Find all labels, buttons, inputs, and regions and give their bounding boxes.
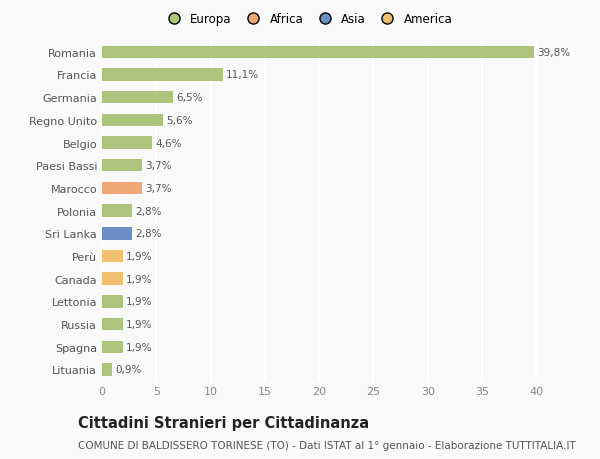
Text: 39,8%: 39,8% xyxy=(538,48,571,58)
Legend: Europa, Africa, Asia, America: Europa, Africa, Asia, America xyxy=(162,13,452,26)
Bar xyxy=(102,137,152,150)
Text: 1,9%: 1,9% xyxy=(126,252,152,262)
Bar xyxy=(102,250,122,263)
Text: COMUNE DI BALDISSERO TORINESE (TO) - Dati ISTAT al 1° gennaio - Elaborazione TUT: COMUNE DI BALDISSERO TORINESE (TO) - Dat… xyxy=(78,440,576,450)
Text: 1,9%: 1,9% xyxy=(126,319,152,330)
Bar xyxy=(102,273,122,285)
Text: 0,9%: 0,9% xyxy=(115,364,142,375)
Text: 1,9%: 1,9% xyxy=(126,342,152,352)
Text: 3,7%: 3,7% xyxy=(145,161,172,171)
Bar xyxy=(102,69,223,82)
Text: 6,5%: 6,5% xyxy=(176,93,202,103)
Bar xyxy=(102,114,163,127)
Bar xyxy=(102,296,122,308)
Text: 2,8%: 2,8% xyxy=(136,229,162,239)
Bar xyxy=(102,46,534,59)
Bar xyxy=(102,364,112,376)
Bar xyxy=(102,205,133,218)
Text: 1,9%: 1,9% xyxy=(126,274,152,284)
Bar xyxy=(102,228,133,240)
Bar xyxy=(102,341,122,353)
Text: 4,6%: 4,6% xyxy=(155,138,182,148)
Bar xyxy=(102,160,142,172)
Bar xyxy=(102,318,122,330)
Bar xyxy=(102,92,173,104)
Text: 5,6%: 5,6% xyxy=(166,116,193,126)
Text: 2,8%: 2,8% xyxy=(136,206,162,216)
Text: 3,7%: 3,7% xyxy=(145,184,172,194)
Bar xyxy=(102,182,142,195)
Text: Cittadini Stranieri per Cittadinanza: Cittadini Stranieri per Cittadinanza xyxy=(78,415,369,431)
Text: 11,1%: 11,1% xyxy=(226,70,259,80)
Text: 1,9%: 1,9% xyxy=(126,297,152,307)
